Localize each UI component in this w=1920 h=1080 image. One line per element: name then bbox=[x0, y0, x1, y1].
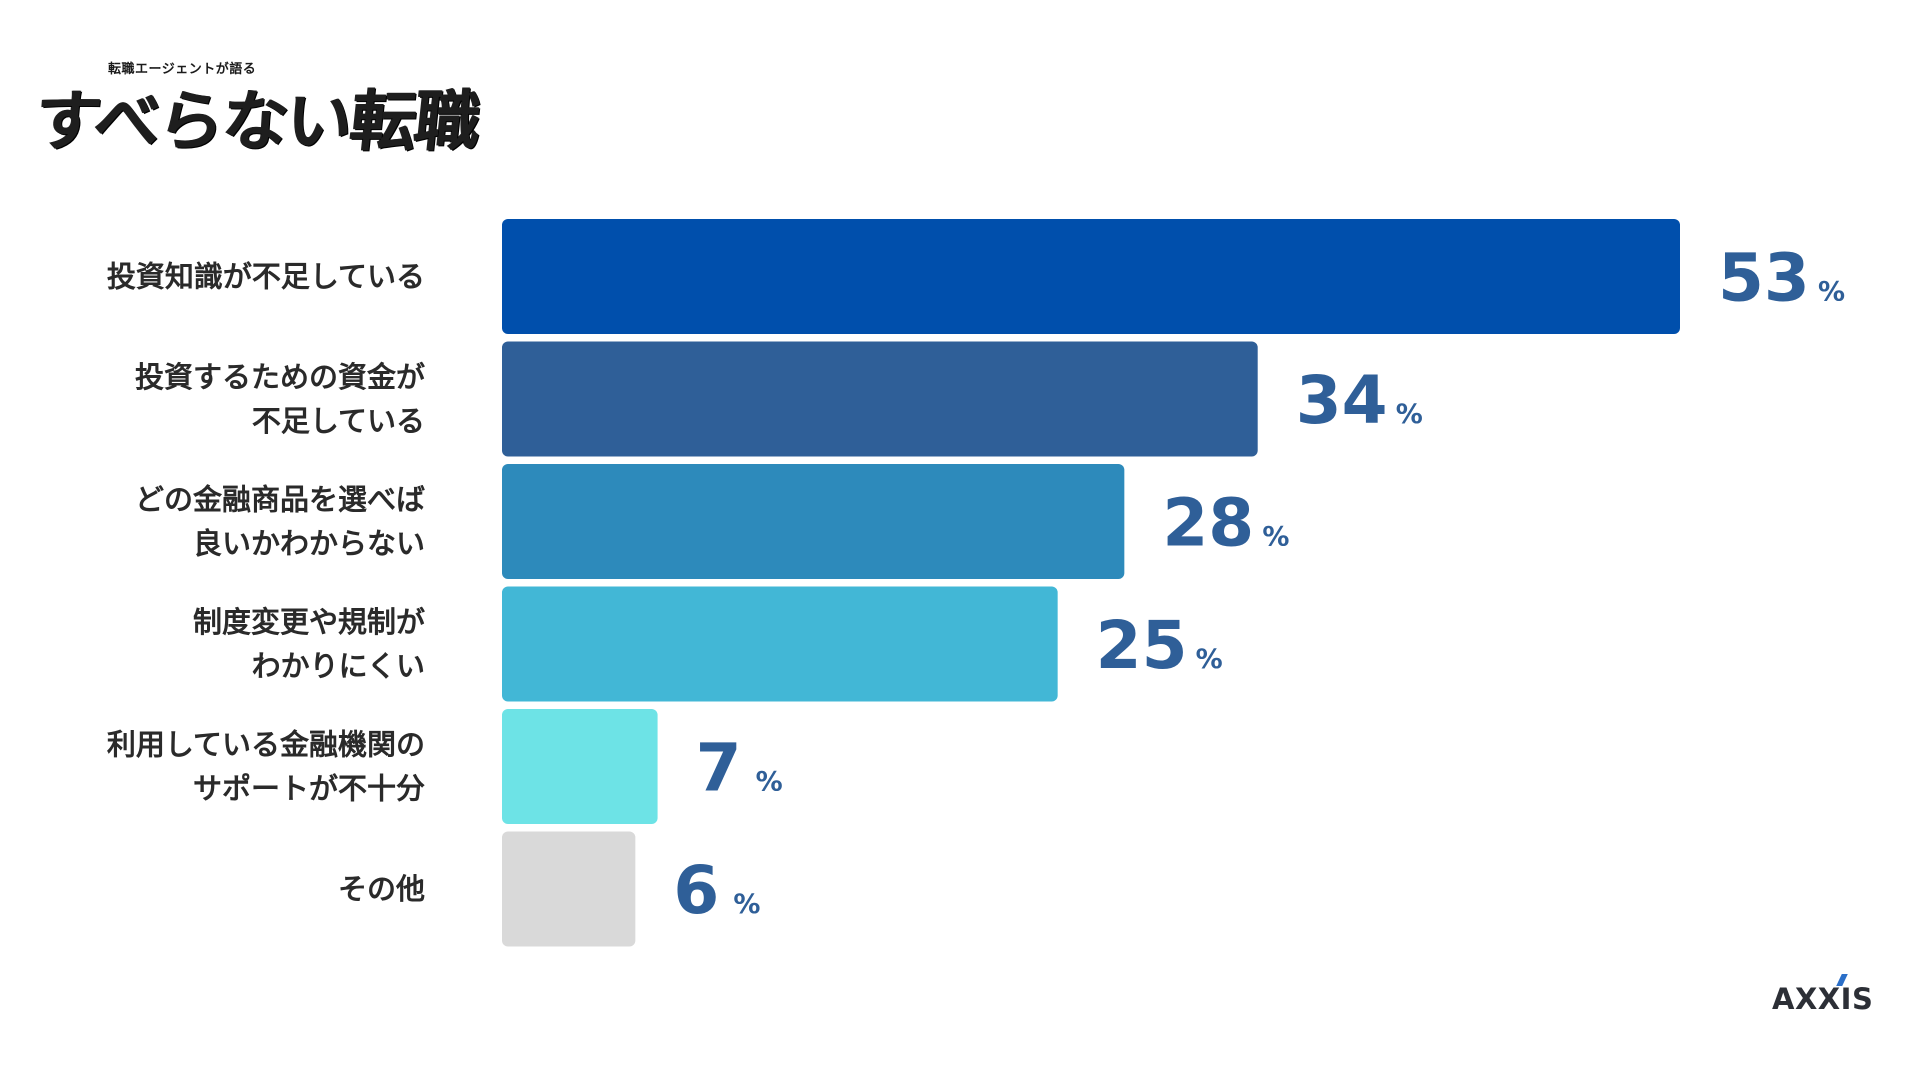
value-label-5: 6 bbox=[673, 852, 719, 929]
category-labels-layer: 投資知識が不足している投資するための資金が不足しているどの金融商品を選べば良いか… bbox=[107, 260, 425, 907]
company-logo: AXXIS bbox=[1772, 974, 1874, 1016]
category-label-1-line-0: 投資するための資金が bbox=[135, 360, 425, 394]
category-label-0-line-0: 投資知識が不足している bbox=[107, 260, 425, 294]
bar-4 bbox=[502, 709, 658, 824]
value-label-4: 7 bbox=[696, 730, 742, 807]
category-label-2-line-0: どの金融商品を選べば bbox=[135, 483, 425, 517]
brand-tagline: 転職エージェントが語る bbox=[108, 62, 257, 77]
value-label-1: 34 bbox=[1296, 362, 1388, 439]
value-labels-layer: 53 % 34 % 28 % 25 % 7 % 6% bbox=[673, 240, 1845, 930]
percent-sign-0: % bbox=[1818, 277, 1845, 308]
percent-sign-3: % bbox=[1196, 644, 1223, 675]
percent-sign-4: % bbox=[756, 767, 783, 798]
percent-sign-5: % bbox=[733, 889, 760, 920]
category-label-3-line-1: わかりにくい bbox=[252, 649, 425, 683]
category-label-1-line-1: 不足している bbox=[252, 404, 425, 438]
bar-1 bbox=[502, 341, 1258, 457]
category-label-4-line-1: サポートが不十分 bbox=[193, 772, 425, 806]
percent-sign-2: % bbox=[1262, 522, 1289, 553]
category-label-4-line-0: 利用している金融機関の bbox=[107, 728, 425, 762]
bar-0 bbox=[502, 219, 1680, 334]
bars-layer bbox=[502, 219, 1680, 947]
percent-sign-1: % bbox=[1396, 399, 1423, 430]
bar-3 bbox=[502, 586, 1058, 702]
category-label-3-line-0: 制度変更や規制が bbox=[193, 605, 425, 639]
bar-2 bbox=[502, 464, 1125, 579]
category-label-2-line-1: 良いかわからない bbox=[193, 527, 425, 561]
bar-5 bbox=[502, 831, 636, 947]
company-logo-text: AXXIS bbox=[1772, 982, 1874, 1016]
value-label-3: 25 bbox=[1096, 607, 1188, 684]
category-label-5-line-0: その他 bbox=[338, 872, 425, 906]
value-label-2: 28 bbox=[1162, 485, 1254, 562]
value-label-0: 53 bbox=[1718, 240, 1810, 317]
